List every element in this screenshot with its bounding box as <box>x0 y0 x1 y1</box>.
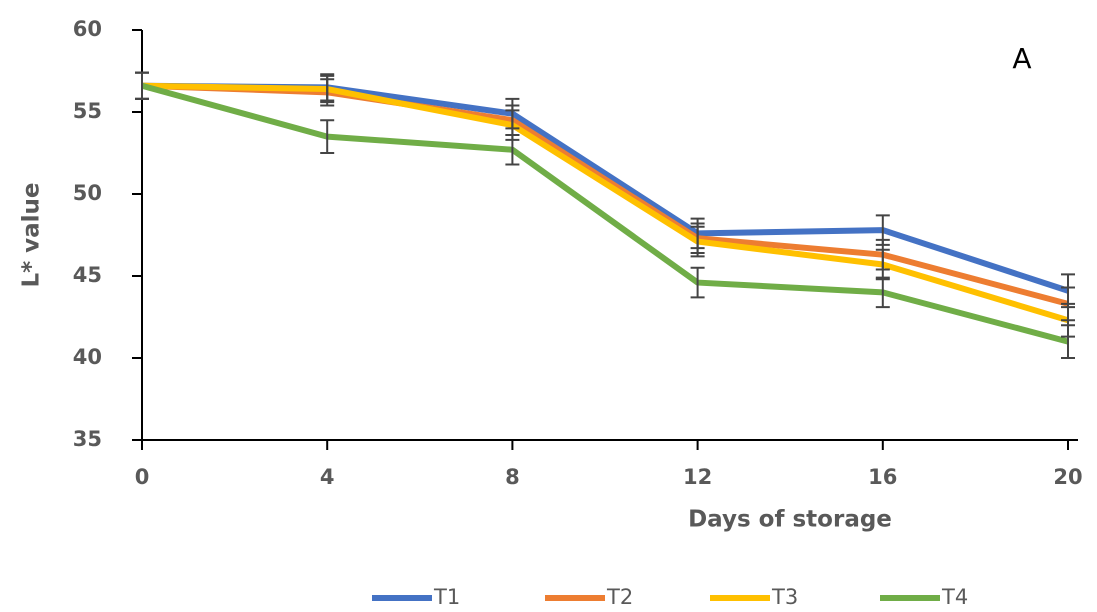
y-tick-label: 55 <box>73 99 102 123</box>
x-tick-label: 12 <box>683 465 712 489</box>
error-bar <box>135 71 149 100</box>
y-tick-label: 35 <box>73 427 102 451</box>
error-bar <box>690 266 705 299</box>
y-axis-title: L* value <box>19 182 45 287</box>
error-bar <box>875 276 890 309</box>
legend-label: T3 <box>771 585 798 609</box>
series-line <box>141 82 1069 324</box>
x-tick-label: 16 <box>868 465 897 489</box>
annotation: A <box>1012 42 1031 75</box>
error-bar <box>1061 324 1075 359</box>
legend-label: T4 <box>941 585 968 609</box>
x-tick-label: 0 <box>135 465 150 489</box>
x-axis-title: Days of storage <box>688 507 892 533</box>
series-line <box>141 82 1069 345</box>
y-tick-label: 40 <box>73 345 102 369</box>
x-tick-label: 20 <box>1053 465 1082 489</box>
y-tick-label: 60 <box>73 17 102 41</box>
series-line <box>141 82 1069 307</box>
series-line <box>141 82 1069 294</box>
x-tick-label: 4 <box>320 465 335 489</box>
error-bar <box>505 133 520 166</box>
error-bar <box>690 225 705 258</box>
error-bar <box>320 119 335 154</box>
x-tick-label: 8 <box>505 465 520 489</box>
error-bar <box>320 74 335 104</box>
y-tick-label: 45 <box>73 263 102 287</box>
legend-label: T2 <box>606 585 633 609</box>
legend-label: T1 <box>433 585 460 609</box>
y-tick-label: 50 <box>73 181 102 205</box>
